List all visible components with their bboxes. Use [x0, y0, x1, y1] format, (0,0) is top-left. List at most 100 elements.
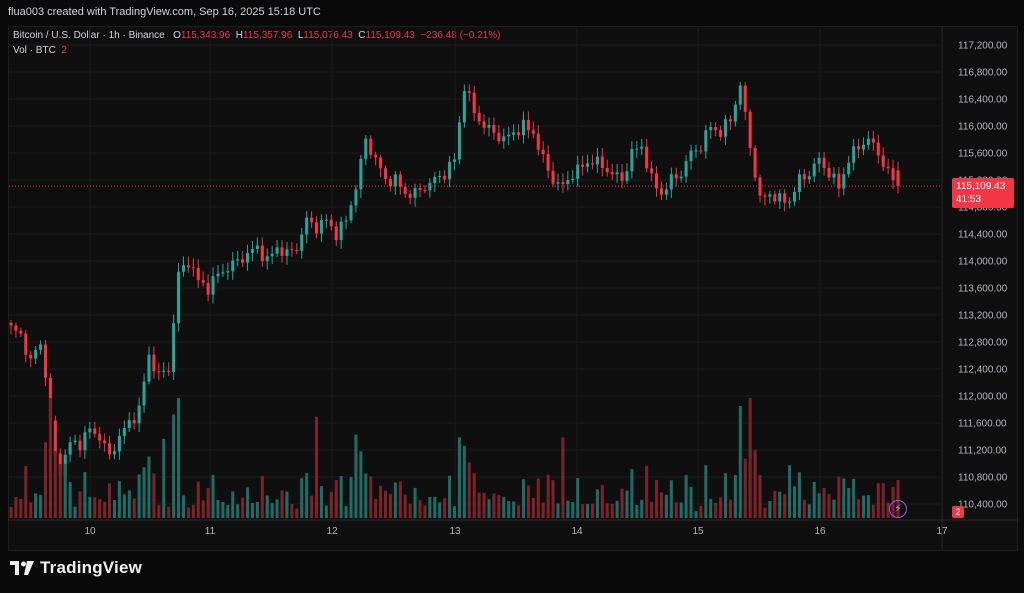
volume-bar	[531, 497, 535, 518]
candle-body	[324, 219, 328, 221]
y-tick-label: 112,000.00	[958, 392, 1008, 403]
candle-body	[655, 173, 659, 189]
tradingview-logo: TradingView	[10, 558, 142, 578]
volume-bar	[699, 505, 703, 518]
volume-bar	[876, 483, 880, 518]
candle-body	[704, 130, 708, 152]
y-tick-label: 112,400.00	[958, 365, 1008, 376]
volume-bar	[364, 473, 368, 518]
volume-bar	[112, 499, 117, 518]
candle-body	[448, 161, 452, 180]
candle-body	[768, 194, 772, 197]
volume-bar	[724, 473, 728, 518]
volume-bar	[216, 499, 220, 518]
candle-body	[674, 174, 678, 179]
volume-bar	[132, 498, 136, 518]
volume-label[interactable]: Vol · BTC	[13, 45, 56, 56]
volume-bar	[517, 505, 521, 518]
volume-bar	[359, 451, 363, 518]
candle-body	[305, 217, 309, 235]
candle-body	[531, 130, 535, 134]
volume-bar	[43, 442, 48, 518]
volume-bar	[250, 502, 254, 518]
volume-bar	[236, 504, 240, 518]
volume-bar	[635, 504, 639, 518]
candle-body	[216, 273, 220, 277]
y-tick-label: 114,800.00	[958, 203, 1008, 214]
volume-bar	[827, 493, 831, 518]
candle-body	[842, 174, 846, 189]
volume-bar	[728, 499, 732, 518]
candle-body	[344, 220, 348, 222]
candle-body	[497, 132, 501, 142]
volume-bar	[58, 464, 62, 518]
volume-bar	[581, 504, 585, 518]
candle-body	[201, 280, 205, 283]
volume-bar	[241, 497, 245, 518]
volume-bar	[758, 475, 762, 518]
candle-body	[433, 177, 437, 184]
volume-bar	[231, 491, 235, 518]
volume-bar	[295, 508, 299, 518]
volume-bar	[285, 491, 289, 518]
candle-body	[379, 157, 383, 169]
candle-body	[871, 138, 875, 143]
candle-body	[68, 442, 72, 455]
volume-bar	[48, 398, 52, 518]
volume-bar	[792, 486, 797, 518]
volume-bar	[265, 495, 269, 518]
volume-bar	[270, 502, 274, 518]
volume-bar	[556, 503, 560, 518]
last-price: 115,109.43	[956, 181, 1006, 192]
candle-body	[595, 156, 599, 165]
volume-bar	[206, 488, 210, 518]
candle-body	[467, 90, 471, 93]
volume-bar	[664, 494, 668, 518]
candle-body	[546, 154, 550, 171]
volume-bar	[393, 482, 397, 518]
candle-body	[728, 119, 732, 122]
low-label: L	[297, 30, 304, 41]
logo-text: TradingView	[40, 558, 143, 577]
volume-bar	[324, 505, 328, 518]
volume-bar	[640, 499, 644, 518]
volume-bar	[600, 485, 604, 518]
symbol-name[interactable]: Bitcoin / U.S. Dollar · 1h · Binance	[13, 30, 165, 41]
candle-body	[576, 164, 580, 179]
volume-bar	[142, 467, 146, 518]
candle-body	[521, 119, 526, 136]
candle-body	[250, 249, 254, 253]
volume-bar	[186, 507, 190, 518]
volume-bar	[847, 487, 851, 518]
candle-body	[561, 182, 565, 184]
volume-bar	[344, 505, 348, 518]
volume-bar	[467, 462, 471, 518]
candle-body	[457, 122, 461, 160]
lightning-icon[interactable]: ⚡	[889, 500, 907, 518]
volume-bar	[763, 507, 767, 518]
candle-body	[408, 194, 412, 198]
candle-body	[625, 171, 629, 181]
candle-body	[896, 170, 900, 187]
volume-bar	[689, 486, 693, 518]
candle-body	[635, 148, 639, 150]
candle-body	[640, 146, 644, 149]
candle-body	[14, 325, 18, 331]
candle-body	[630, 149, 634, 172]
candle-body	[812, 163, 816, 177]
candle-body	[743, 85, 747, 112]
volume-bar	[768, 501, 772, 518]
candle-body	[319, 220, 323, 234]
candle-body	[403, 186, 407, 195]
candle-body	[724, 119, 728, 137]
y-tick-label: 116,400.00	[958, 95, 1008, 106]
volume-bar	[122, 494, 126, 518]
bar-countdown: 41:53	[956, 194, 982, 205]
y-tick-label: 114,000.00	[958, 257, 1008, 268]
volume-bar	[403, 494, 407, 518]
volume-bar	[457, 437, 461, 518]
candle-body	[610, 172, 614, 175]
y-tick-label: 110,800.00	[958, 473, 1008, 484]
volume-bar	[669, 480, 673, 518]
candle-body	[43, 344, 48, 378]
